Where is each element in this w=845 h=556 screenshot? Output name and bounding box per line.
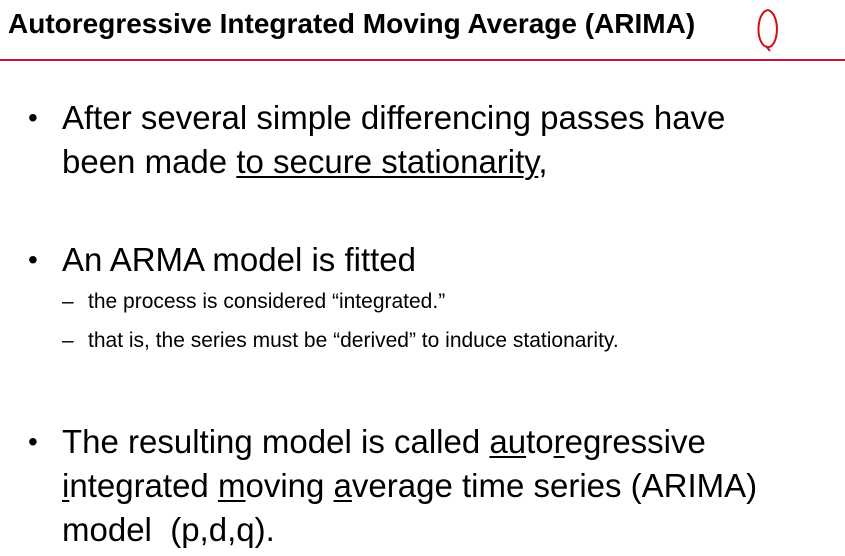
slide-title: Autoregressive Integrated Moving Average… <box>8 8 696 39</box>
text-run: r <box>553 423 565 460</box>
text-run: egressive <box>564 423 716 460</box>
bullet-marker: • <box>28 102 38 133</box>
text-run: After several simple differencing passes… <box>62 99 735 180</box>
bullet-text: After several simple differencing passes… <box>62 96 792 184</box>
bullet-marker: • <box>28 244 38 275</box>
bullet-text: The resulting model is called autoregres… <box>62 420 792 552</box>
text-run: m <box>217 467 246 504</box>
sub-text: the process is considered “integrated.” <box>88 290 446 313</box>
text-run: au <box>489 423 527 460</box>
text-run: , <box>538 143 548 180</box>
sub-marker: – <box>62 290 74 313</box>
bullet-text: An ARMA model is fitted – the process is c… <box>62 238 792 360</box>
title-rule <box>0 59 845 61</box>
pen-circle <box>757 9 778 52</box>
text-run: to <box>526 423 554 460</box>
sub-bullet: – that is, the series must be “derived” t… <box>62 321 792 360</box>
text-run: oving <box>245 467 334 504</box>
text-run: ntegrated <box>69 467 218 504</box>
bullet: • An ARMA model is fitted – the process is … <box>28 238 792 360</box>
text-run: a <box>333 467 352 504</box>
text-run: The resulting model is called <box>62 423 490 460</box>
bullet-marker: • <box>28 426 38 457</box>
text-run: i <box>62 467 70 504</box>
sub-text: that is, the series must be “derived” to… <box>88 329 619 352</box>
bullet: • The resulting model is called autoregre… <box>28 420 792 552</box>
text-run: verage time series (ARIMA) model (p,d,q)… <box>62 467 767 548</box>
sub-marker: – <box>62 329 74 352</box>
bullet: • After several simple differencing passe… <box>28 96 792 184</box>
text-run: to secure stationarity <box>236 143 539 180</box>
text-run: An ARMA model is fitted <box>62 241 416 278</box>
sub-bullet: – the process is considered “integrated.” <box>62 282 792 321</box>
